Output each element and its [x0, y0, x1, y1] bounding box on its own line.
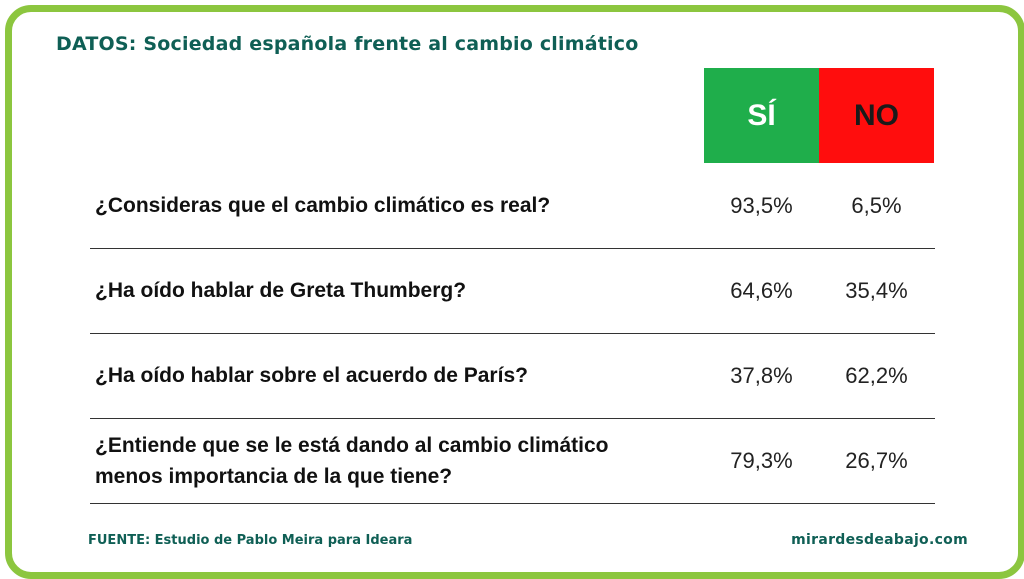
question-label: ¿Entiende que se le está dando al cambio…: [95, 433, 609, 488]
value-no: 62,2%: [845, 362, 908, 388]
value-no: 26,7%: [845, 447, 908, 473]
column-header-no: NO: [819, 68, 934, 163]
question-label: ¿Ha oído hablar de Greta Thumberg?: [95, 279, 467, 302]
value-si: 64,6%: [730, 277, 793, 303]
value-no: 6,5%: [851, 192, 902, 218]
table-row: ¿Ha oído hablar sobre el acuerdo de Parí…: [90, 333, 935, 419]
value-si: 93,5%: [730, 192, 793, 218]
source-note: FUENTE: Estudio de Pablo Meira para Idea…: [88, 533, 413, 548]
chart-title: DATOS: Sociedad española frente al cambi…: [56, 33, 639, 55]
column-header-si: SÍ: [704, 68, 819, 163]
question-label: ¿Consideras que el cambio climático es r…: [95, 194, 551, 217]
table-row: ¿Ha oído hablar de Greta Thumberg? 64,6%…: [90, 248, 935, 334]
table-row: ¿Consideras que el cambio climático es r…: [90, 163, 935, 249]
value-si: 79,3%: [730, 447, 793, 473]
question-label: ¿Ha oído hablar sobre el acuerdo de Parí…: [95, 364, 528, 387]
value-si: 37,8%: [730, 362, 793, 388]
website-label: mirardesdeabajo.com: [791, 532, 968, 548]
value-no: 35,4%: [845, 277, 908, 303]
table-row: ¿Entiende que se le está dando al cambio…: [90, 418, 935, 504]
